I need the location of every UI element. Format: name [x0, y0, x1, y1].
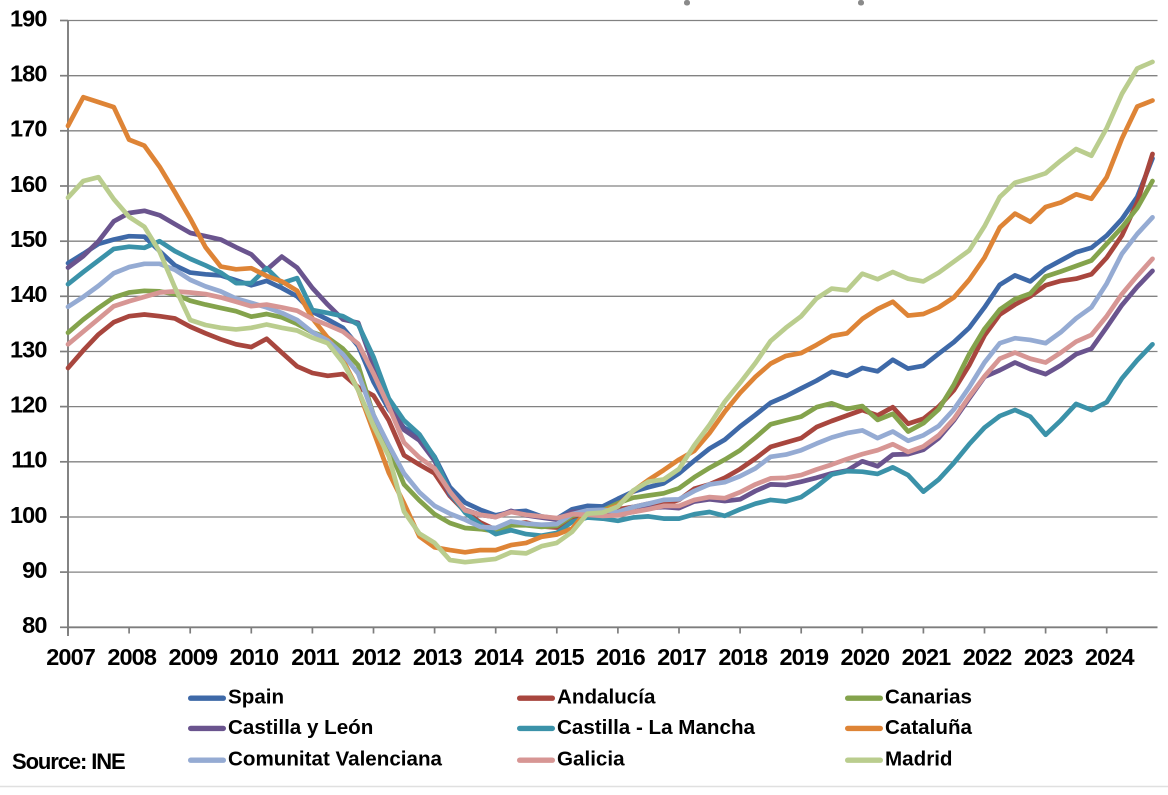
svg-text:100: 100 — [10, 502, 47, 528]
svg-text:2022: 2022 — [963, 644, 1013, 670]
svg-text:2015: 2015 — [535, 644, 585, 670]
svg-text:Madrid: Madrid — [885, 748, 953, 771]
svg-text:130: 130 — [10, 336, 47, 362]
svg-text:2020: 2020 — [841, 644, 891, 670]
svg-text:2013: 2013 — [413, 644, 463, 670]
svg-text:120: 120 — [10, 391, 47, 417]
svg-text:2007: 2007 — [46, 644, 96, 670]
svg-text:2016: 2016 — [596, 644, 646, 670]
svg-text:Castilla y León: Castilla y León — [228, 716, 373, 739]
svg-text:2019: 2019 — [779, 644, 829, 670]
svg-text:Source: INE: Source: INE — [12, 749, 125, 774]
svg-text:Cataluña: Cataluña — [885, 716, 973, 739]
svg-text:2008: 2008 — [107, 644, 157, 670]
svg-text:110: 110 — [11, 447, 47, 473]
svg-text:2012: 2012 — [352, 644, 402, 670]
svg-text:2023: 2023 — [1024, 644, 1074, 670]
svg-text:140: 140 — [10, 281, 47, 307]
svg-text:Galicia: Galicia — [557, 748, 625, 771]
svg-text:Castilla - La Mancha: Castilla - La Mancha — [557, 716, 756, 739]
svg-text:Comunitat Valenciana: Comunitat Valenciana — [228, 748, 443, 771]
svg-text:2017: 2017 — [657, 644, 707, 670]
svg-text:2021: 2021 — [902, 644, 952, 670]
svg-text:190: 190 — [10, 5, 47, 31]
svg-text:150: 150 — [10, 226, 47, 252]
svg-text:170: 170 — [10, 116, 47, 142]
svg-text:160: 160 — [10, 171, 47, 197]
svg-text:2010: 2010 — [230, 644, 280, 670]
svg-text:2024: 2024 — [1085, 644, 1135, 670]
svg-text:180: 180 — [10, 61, 47, 87]
svg-text:2011: 2011 — [291, 644, 339, 670]
svg-text:Spain: Spain — [228, 686, 284, 709]
svg-text:2009: 2009 — [168, 644, 218, 670]
svg-text:2018: 2018 — [718, 644, 768, 670]
svg-text:Canarias: Canarias — [885, 686, 972, 709]
svg-text:90: 90 — [22, 557, 47, 583]
svg-text:Andalucía: Andalucía — [557, 686, 656, 709]
svg-text:2014: 2014 — [474, 644, 524, 670]
svg-text:80: 80 — [22, 612, 47, 638]
